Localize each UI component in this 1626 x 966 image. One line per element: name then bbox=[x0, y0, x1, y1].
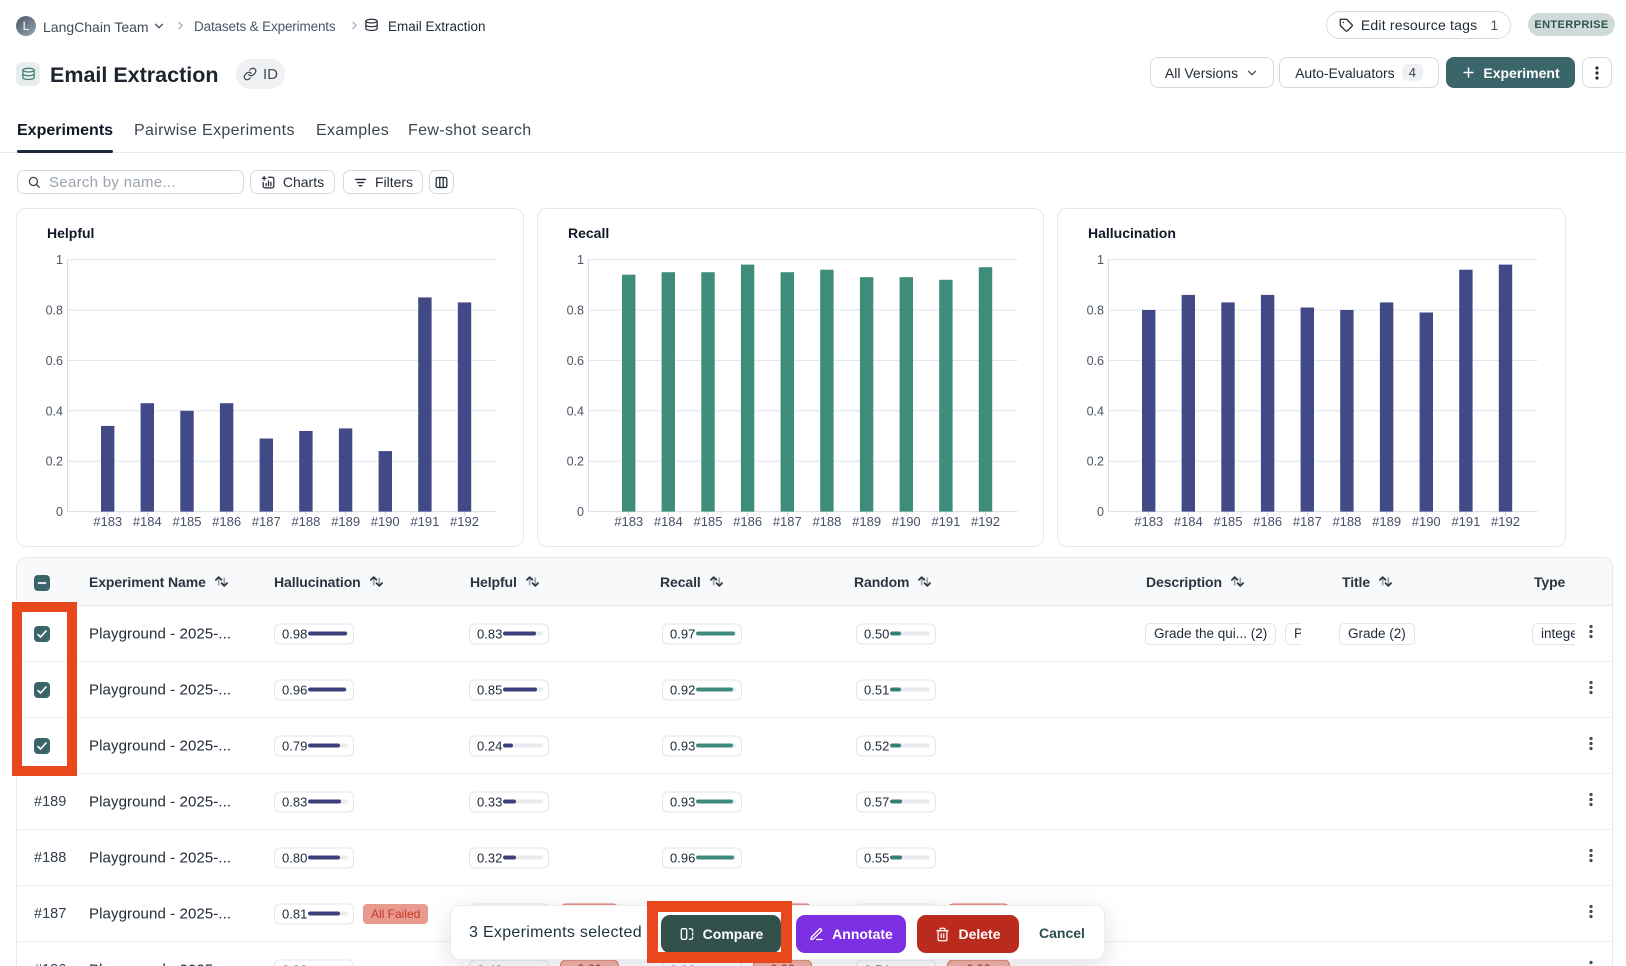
svg-text:#188: #188 bbox=[812, 514, 841, 529]
svg-text:Helpful: Helpful bbox=[47, 225, 94, 241]
svg-text:#186: #186 bbox=[212, 514, 241, 529]
svg-text:#192: #192 bbox=[971, 514, 1000, 529]
svg-text:#183: #183 bbox=[614, 514, 643, 529]
svg-text:0: 0 bbox=[56, 505, 63, 519]
svg-text:#190: #190 bbox=[892, 514, 921, 529]
svg-text:#189: #189 bbox=[852, 514, 881, 529]
svg-text:#189: #189 bbox=[1372, 514, 1401, 529]
svg-text:#185: #185 bbox=[1214, 514, 1243, 529]
svg-text:#189: #189 bbox=[331, 514, 360, 529]
svg-text:#184: #184 bbox=[654, 514, 683, 529]
svg-text:0.4: 0.4 bbox=[1087, 404, 1104, 418]
svg-text:#191: #191 bbox=[931, 514, 960, 529]
svg-text:0.8: 0.8 bbox=[46, 304, 63, 318]
svg-text:#185: #185 bbox=[694, 514, 723, 529]
svg-text:#192: #192 bbox=[450, 514, 479, 529]
svg-text:0.6: 0.6 bbox=[46, 354, 63, 368]
svg-text:#191: #191 bbox=[410, 514, 439, 529]
svg-text:#192: #192 bbox=[1491, 514, 1520, 529]
svg-text:0.4: 0.4 bbox=[46, 404, 63, 418]
svg-text:#191: #191 bbox=[1451, 514, 1480, 529]
svg-text:0.8: 0.8 bbox=[1087, 304, 1104, 318]
svg-text:0: 0 bbox=[577, 505, 584, 519]
svg-text:0.4: 0.4 bbox=[567, 404, 584, 418]
svg-text:#187: #187 bbox=[252, 514, 281, 529]
svg-text:0.6: 0.6 bbox=[1087, 354, 1104, 368]
svg-text:0.6: 0.6 bbox=[567, 354, 584, 368]
svg-text:1: 1 bbox=[56, 253, 63, 267]
svg-text:#188: #188 bbox=[291, 514, 320, 529]
svg-text:0.2: 0.2 bbox=[1087, 455, 1104, 469]
svg-text:0.8: 0.8 bbox=[567, 304, 584, 318]
svg-text:#188: #188 bbox=[1332, 514, 1361, 529]
svg-text:#184: #184 bbox=[133, 514, 162, 529]
svg-text:Recall: Recall bbox=[568, 225, 609, 241]
svg-text:#183: #183 bbox=[1134, 514, 1163, 529]
svg-text:#185: #185 bbox=[173, 514, 202, 529]
svg-text:0: 0 bbox=[1097, 505, 1104, 519]
svg-text:0.2: 0.2 bbox=[46, 455, 63, 469]
svg-text:#186: #186 bbox=[1253, 514, 1282, 529]
svg-text:0.2: 0.2 bbox=[567, 455, 584, 469]
svg-text:1: 1 bbox=[1097, 253, 1104, 267]
svg-text:#186: #186 bbox=[733, 514, 762, 529]
svg-text:#184: #184 bbox=[1174, 514, 1203, 529]
svg-text:#190: #190 bbox=[371, 514, 400, 529]
svg-text:#187: #187 bbox=[773, 514, 802, 529]
svg-text:#187: #187 bbox=[1293, 514, 1322, 529]
svg-text:Hallucination: Hallucination bbox=[1088, 225, 1176, 241]
svg-text:#190: #190 bbox=[1412, 514, 1441, 529]
svg-text:#183: #183 bbox=[93, 514, 122, 529]
svg-text:1: 1 bbox=[577, 253, 584, 267]
